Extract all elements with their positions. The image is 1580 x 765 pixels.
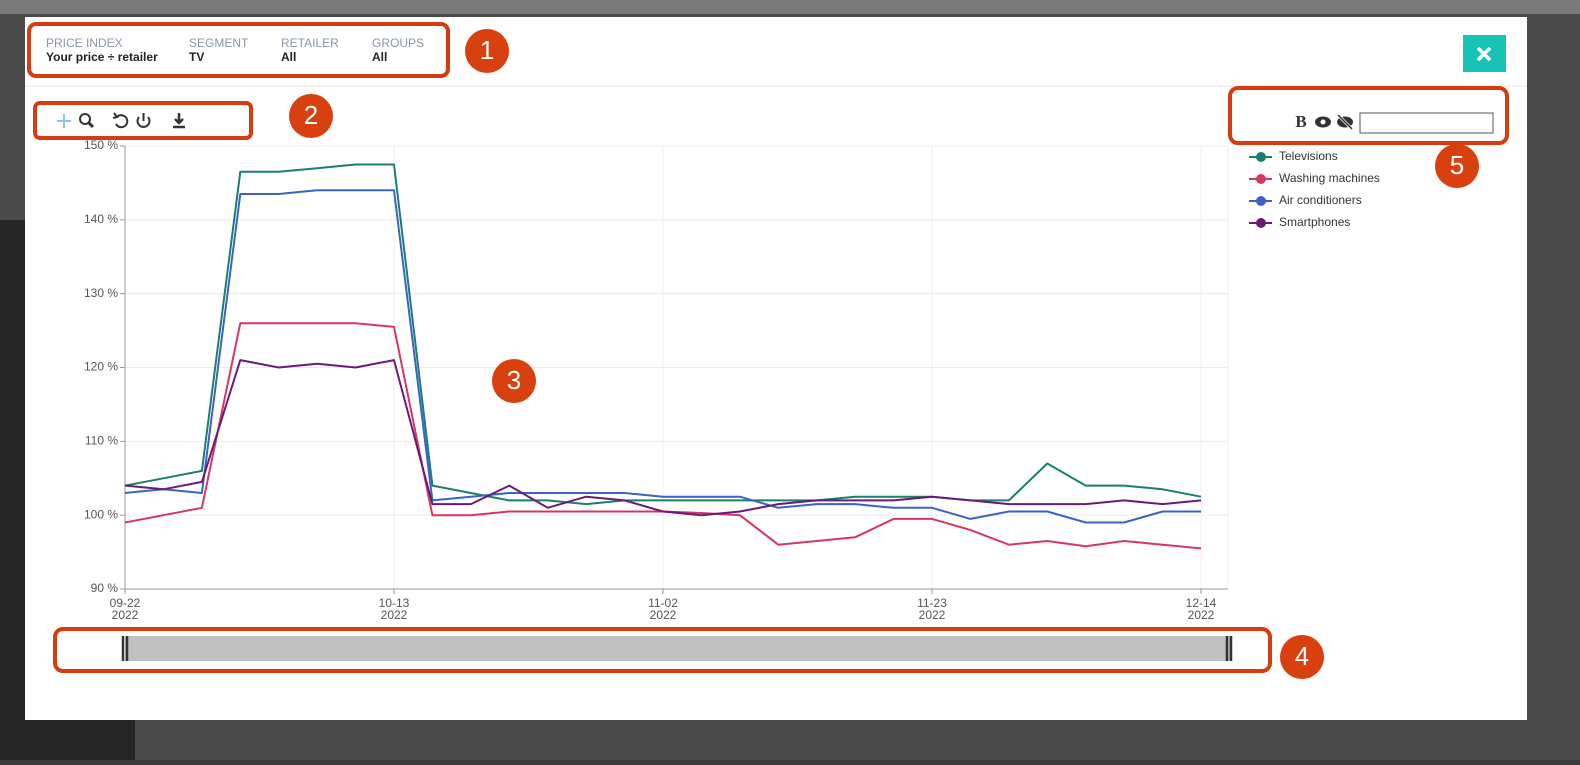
filter-label: SEGMENT [189,36,249,50]
legend-label: Washing machines [1279,171,1380,185]
x-tick-label: 2022 [919,608,946,622]
filter-value: TV [189,50,204,64]
legend-label: Televisions [1279,149,1338,163]
y-tick-label: 140 % [84,212,118,226]
legend-marker [1256,218,1266,228]
x-tick-label: 2022 [112,608,139,622]
backdrop-bar [0,0,1580,14]
legend-marker [1256,196,1266,206]
x-tick-label: 10-13 [379,596,410,610]
x-tick-label: 11-02 [648,596,678,610]
annotation-number: 2 [304,100,318,130]
annotation-number: 1 [480,35,494,65]
annotation-badge [1280,635,1324,679]
annotation-badge [289,94,333,138]
annotation-box [33,101,253,140]
zoom-handle [87,121,95,129]
filter-value: All [281,50,296,64]
series-line [124,359,1202,517]
undo-arrow [112,112,119,119]
legend-marker [1256,152,1266,162]
x-tick-label: 2022 [650,608,677,622]
series-line [124,189,1201,524]
reset-icon[interactable] [136,113,151,128]
x-tick-label: 12-14 [1186,596,1217,610]
annotation-number: 3 [507,365,521,395]
x-tick-label: 2022 [381,608,408,622]
search-input[interactable] [1359,112,1494,134]
annotation-badge [1435,144,1479,188]
annotation-box [27,22,450,78]
legend-label: Air conditioners [1279,193,1362,207]
annotation-box [1228,86,1509,145]
annotation-number: 4 [1295,641,1309,671]
undo-icon[interactable] [115,114,129,129]
y-tick-label: 120 % [84,360,118,374]
filter-label: RETAILER [281,36,339,50]
show-pupil [1320,119,1326,125]
hide-slash [1337,114,1353,130]
y-tick-label: 150 % [84,138,118,152]
filter-label: GROUPS [372,36,424,50]
modal [25,17,1527,720]
annotation-boxes [27,22,1509,673]
filter-value: All [372,50,387,64]
eye-icons [1315,113,1354,131]
y-tick-label: 100 % [84,507,118,521]
filter-value: Your price ÷ retailer [46,50,158,64]
slider-handles[interactable] [121,636,1233,661]
x-tick-label: 11-23 [917,596,947,610]
zoom-icon[interactable] [79,113,91,125]
y-tick-label: 110 % [85,434,118,448]
x-tick-label: 09-22 [110,596,141,610]
range-slider[interactable] [125,636,1230,661]
y-tick-label: 90 % [91,581,119,595]
annotation-badge [492,359,536,403]
annotation-badge [465,29,509,73]
toolbar [57,112,185,129]
filter-label: PRICE INDEX [46,36,123,50]
close-icon [1476,46,1492,62]
series-line [124,163,1202,506]
pan-icon[interactable] [57,114,71,128]
legend-marker [1256,174,1266,184]
legend-label: Smartphones [1279,215,1350,229]
annotation-number: 5 [1450,150,1464,180]
x-tick-label: 2022 [1188,608,1215,622]
annotation-box [53,627,1272,673]
y-tick-label: 130 % [84,286,118,300]
download-icon[interactable] [173,113,185,129]
bold-tool[interactable]: B [1295,112,1306,131]
